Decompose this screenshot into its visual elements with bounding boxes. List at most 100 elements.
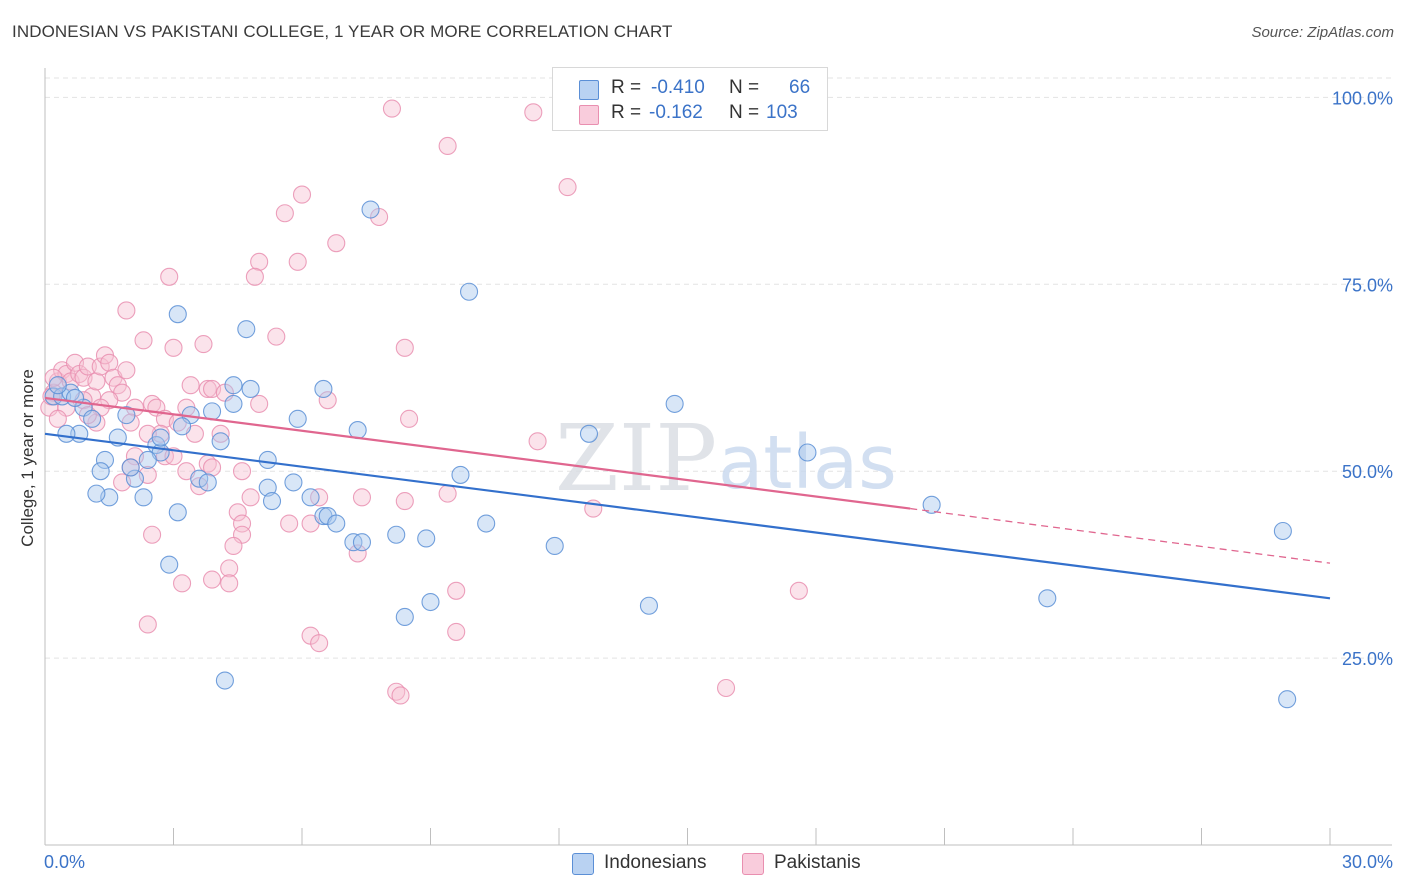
indonesians-point <box>262 492 282 511</box>
r-value: -0.162 <box>649 102 703 123</box>
pakistanis-point <box>220 574 239 593</box>
indonesians-point <box>348 421 367 440</box>
indonesians-point <box>314 379 333 399</box>
pakistanis-point <box>100 353 119 372</box>
indonesians-point <box>215 671 234 690</box>
indonesians-point <box>48 376 67 395</box>
indonesians-point <box>65 388 85 407</box>
y-tick-label: 75.0% <box>1342 275 1393 295</box>
pakistanis-point <box>438 136 457 156</box>
n-label: N = <box>729 102 760 123</box>
pakistanis-point <box>194 335 213 354</box>
y-tick-label: 100.0% <box>1332 88 1393 108</box>
indonesians-point <box>117 406 136 425</box>
indonesians-point <box>241 379 260 399</box>
indonesians-point <box>579 424 599 443</box>
pakistanis-point <box>91 357 110 376</box>
r-label: R = <box>611 102 642 123</box>
indonesians-point <box>665 394 684 413</box>
pakistanis-point <box>220 559 239 578</box>
indonesians-point <box>134 488 153 507</box>
pakistanis-point <box>318 391 337 410</box>
pakistanis-point <box>447 581 466 600</box>
pakistanis-point <box>143 525 162 544</box>
x-tick-label: 30.0% <box>1342 852 1393 872</box>
pakistanis-point <box>400 409 419 428</box>
indonesians-point <box>91 462 110 481</box>
indonesians-point <box>57 424 76 443</box>
pakistanis-point <box>134 331 153 350</box>
indonesians-trend-line <box>44 432 1331 600</box>
indonesians-point <box>451 465 470 484</box>
pakistanis-point <box>181 376 200 395</box>
indonesians-point <box>361 200 380 219</box>
indonesians-point <box>798 443 817 462</box>
indonesians-point <box>395 607 414 627</box>
source-label: Source: ZipAtlas.com <box>1251 24 1394 41</box>
pakistanis-point <box>250 252 269 271</box>
indonesians-point <box>477 514 496 533</box>
pakistanis-point <box>198 379 217 399</box>
pakistanis-point <box>203 458 222 477</box>
pakistanis-point <box>232 462 252 481</box>
indonesians-point <box>203 402 222 421</box>
pink-swatch <box>742 853 764 875</box>
pakistanis-point <box>245 267 264 286</box>
x-tick-label: 0.0% <box>44 852 85 872</box>
indonesians-point <box>237 320 256 339</box>
pakistanis-point <box>211 424 230 443</box>
indonesians-point <box>83 409 102 428</box>
indonesians-point <box>168 305 187 324</box>
pakistanis-point <box>87 372 106 391</box>
pakistanis-point <box>524 103 543 122</box>
indonesians-point <box>1273 521 1292 541</box>
trend-lines <box>44 396 1331 600</box>
pakistanis-point <box>48 409 67 428</box>
indonesians-point <box>284 473 303 492</box>
pakistanis-point <box>447 622 466 641</box>
pakistanis-point <box>438 484 457 503</box>
pakistanis-point <box>224 536 243 556</box>
watermark-atlas: atlas <box>718 420 897 506</box>
pakistanis-point <box>267 327 286 346</box>
indonesians-point <box>352 533 372 552</box>
indonesians-point <box>545 536 564 556</box>
indonesians-point <box>138 450 157 470</box>
indonesians-point <box>224 394 243 413</box>
indonesians-point <box>121 458 140 477</box>
indonesians-point <box>87 484 106 503</box>
legend-label: Indonesians <box>604 852 707 873</box>
indonesians-point <box>258 478 277 497</box>
indonesians-point <box>190 469 209 488</box>
y-tick-label: 50.0% <box>1342 462 1393 482</box>
indonesians-point <box>168 503 187 522</box>
chart-title: INDONESIAN VS PAKISTANI COLLEGE, 1 YEAR … <box>12 22 673 41</box>
pakistanis-point <box>241 488 260 507</box>
indonesians-point <box>387 525 406 544</box>
pakistanis-point <box>250 394 269 413</box>
stats-row-pakistanis: R = -0.162 N = 103 <box>553 102 827 126</box>
y-axis-label: College, 1 year or more <box>18 369 37 547</box>
pink-swatch <box>579 105 599 125</box>
n-value: 103 <box>766 102 798 123</box>
y-tick-label: 25.0% <box>1342 649 1393 669</box>
indonesians-point <box>421 592 440 612</box>
pakistanis-point <box>352 488 372 507</box>
indonesians-point <box>211 432 230 451</box>
watermark: ZIP atlas <box>555 405 897 512</box>
indonesians-point <box>173 417 192 436</box>
indonesians-point <box>125 469 144 488</box>
pakistanis-point <box>288 252 307 271</box>
pakistanis-point <box>327 234 346 253</box>
blue-swatch <box>579 80 599 100</box>
indonesians-point <box>327 514 346 533</box>
indonesians-point <box>95 450 115 470</box>
pakistanis-point <box>190 477 209 496</box>
indonesians-point <box>198 473 217 492</box>
indonesians-point <box>922 495 941 514</box>
axes <box>44 68 1392 846</box>
pakistanis-point <box>117 301 136 320</box>
pakistanis-point <box>173 574 192 593</box>
pakistanis-point <box>138 615 157 634</box>
